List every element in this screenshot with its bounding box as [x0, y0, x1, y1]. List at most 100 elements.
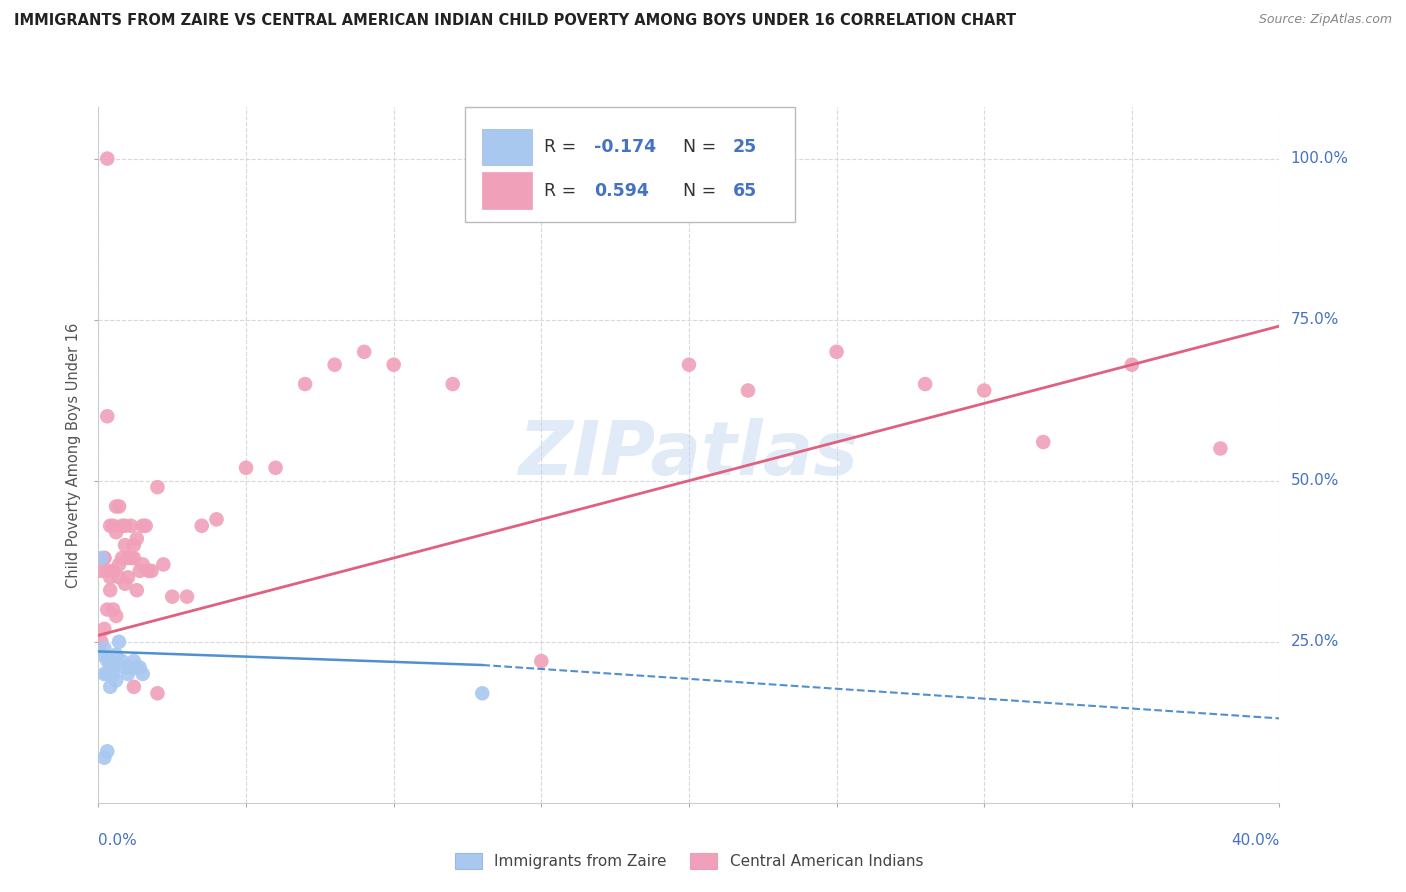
- Text: ZIPatlas: ZIPatlas: [519, 418, 859, 491]
- Point: [105, 673, 128, 688]
- Point: [90, 634, 112, 648]
- Point: [619, 152, 641, 166]
- Point: [122, 654, 145, 668]
- Point: [114, 660, 136, 674]
- Text: Source: ZipAtlas.com: Source: ZipAtlas.com: [1258, 13, 1392, 27]
- Point: [93, 551, 115, 566]
- Point: [96, 654, 118, 668]
- Text: R =: R =: [544, 182, 582, 200]
- Point: [90, 648, 112, 662]
- Point: [120, 551, 142, 566]
- Point: [98, 680, 121, 694]
- Point: [96, 667, 118, 681]
- Text: 40.0%: 40.0%: [1232, 833, 1279, 848]
- Point: [117, 667, 139, 681]
- Point: [146, 686, 169, 700]
- Point: [382, 358, 405, 372]
- Point: [93, 641, 115, 656]
- Point: [93, 667, 115, 681]
- Point: [125, 660, 148, 674]
- Y-axis label: Child Poverty Among Boys Under 16: Child Poverty Among Boys Under 16: [66, 322, 82, 588]
- Point: [132, 558, 155, 572]
- Point: [103, 660, 125, 674]
- Text: 65: 65: [733, 182, 756, 200]
- Point: [125, 583, 148, 598]
- Point: [973, 384, 995, 398]
- Point: [264, 460, 287, 475]
- Point: [114, 576, 136, 591]
- Point: [98, 583, 121, 598]
- Text: 50.0%: 50.0%: [1291, 473, 1339, 488]
- Point: [105, 648, 128, 662]
- Text: -0.174: -0.174: [595, 137, 657, 156]
- Point: [122, 538, 145, 552]
- Point: [93, 622, 115, 636]
- Point: [141, 564, 163, 578]
- Text: R =: R =: [544, 137, 582, 156]
- Text: 25: 25: [733, 137, 756, 156]
- Point: [96, 152, 118, 166]
- Point: [132, 518, 155, 533]
- Text: 0.0%: 0.0%: [98, 833, 138, 848]
- Point: [98, 570, 121, 584]
- Point: [120, 518, 142, 533]
- Point: [441, 377, 464, 392]
- Point: [114, 538, 136, 552]
- Point: [105, 500, 128, 514]
- Point: [105, 525, 128, 540]
- Point: [108, 500, 131, 514]
- Point: [530, 654, 553, 668]
- Point: [122, 551, 145, 566]
- Point: [678, 358, 700, 372]
- Point: [176, 590, 198, 604]
- Point: [128, 660, 150, 674]
- Point: [111, 551, 134, 566]
- Point: [471, 686, 494, 700]
- Point: [914, 377, 936, 392]
- Point: [205, 512, 228, 526]
- Point: [294, 377, 316, 392]
- Point: [353, 344, 375, 359]
- Point: [103, 518, 125, 533]
- Point: [1032, 435, 1054, 450]
- Point: [117, 570, 139, 584]
- Point: [105, 609, 128, 624]
- Point: [96, 564, 118, 578]
- Text: 75.0%: 75.0%: [1291, 312, 1339, 327]
- Point: [96, 744, 118, 758]
- Point: [125, 532, 148, 546]
- Legend: Immigrants from Zaire, Central American Indians: Immigrants from Zaire, Central American …: [449, 847, 929, 875]
- Point: [90, 551, 112, 566]
- Point: [737, 384, 759, 398]
- Point: [98, 654, 121, 668]
- Point: [128, 564, 150, 578]
- Text: IMMIGRANTS FROM ZAIRE VS CENTRAL AMERICAN INDIAN CHILD POVERTY AMONG BOYS UNDER : IMMIGRANTS FROM ZAIRE VS CENTRAL AMERICA…: [14, 13, 1017, 29]
- Point: [111, 654, 134, 668]
- Point: [108, 558, 131, 572]
- Point: [1121, 358, 1143, 372]
- Point: [96, 409, 118, 424]
- Point: [90, 564, 112, 578]
- Point: [235, 460, 257, 475]
- Point: [135, 518, 157, 533]
- Text: N =: N =: [683, 137, 721, 156]
- Point: [152, 558, 174, 572]
- Text: 25.0%: 25.0%: [1291, 634, 1339, 649]
- Point: [93, 551, 115, 566]
- FancyBboxPatch shape: [482, 128, 531, 165]
- Point: [108, 570, 131, 584]
- Point: [122, 680, 145, 694]
- Point: [96, 602, 118, 616]
- Point: [103, 602, 125, 616]
- Point: [114, 518, 136, 533]
- Point: [98, 518, 121, 533]
- Point: [191, 518, 214, 533]
- Point: [108, 634, 131, 648]
- Point: [1209, 442, 1232, 456]
- Point: [111, 518, 134, 533]
- Point: [132, 667, 155, 681]
- Point: [93, 750, 115, 764]
- Point: [98, 667, 121, 681]
- Point: [117, 551, 139, 566]
- Point: [146, 480, 169, 494]
